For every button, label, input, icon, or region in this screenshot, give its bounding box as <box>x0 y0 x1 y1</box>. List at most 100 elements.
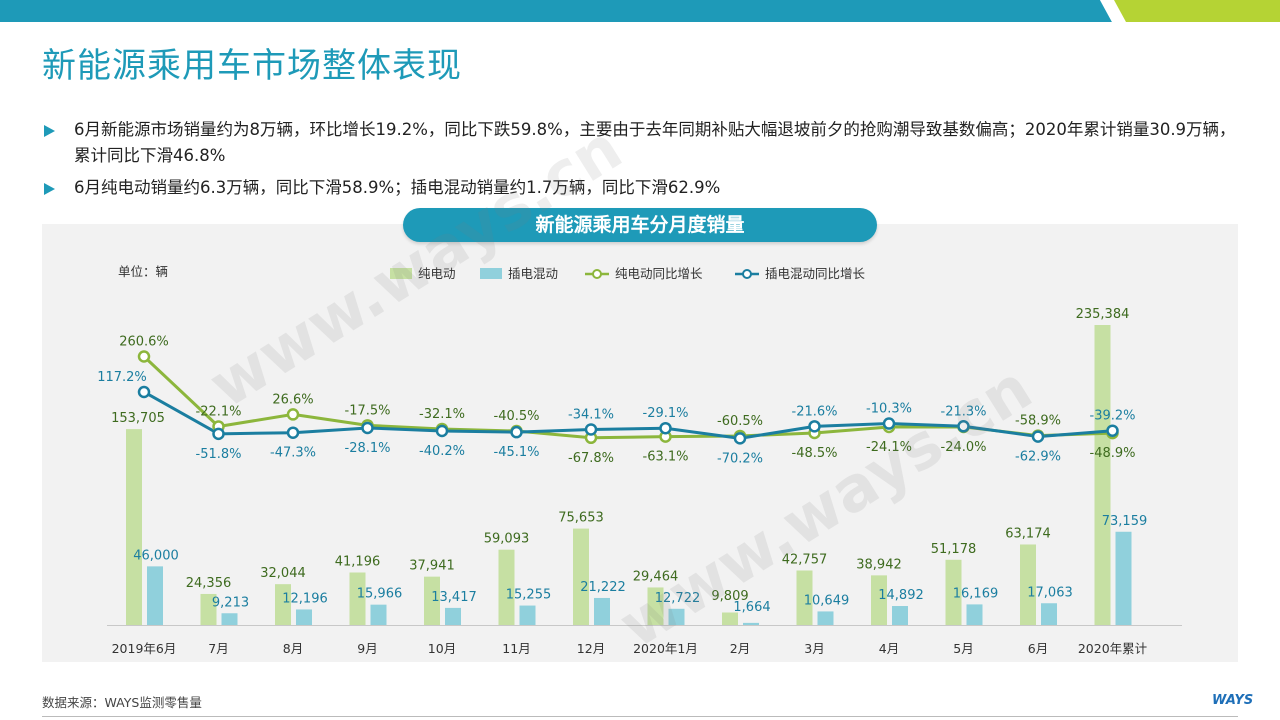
phev-growth-label: -51.8% <box>196 447 242 462</box>
phev-growth-point <box>808 420 821 433</box>
legend-swatch-0 <box>390 268 412 279</box>
bullet-text-2: 6月纯电动销量约6.3万辆，同比下滑58.9%；插电混动销量约1.7万辆，同比下… <box>74 178 721 197</box>
bev-bar <box>275 584 291 625</box>
phev-value-label: 17,063 <box>1027 585 1073 600</box>
bev-bar <box>647 587 664 625</box>
phev-growth-point <box>137 385 151 399</box>
bev-growth-label: -67.8% <box>568 451 614 466</box>
bev-bar <box>424 576 440 625</box>
bev-value-label: 29,464 <box>633 569 679 584</box>
bullet-text-1: 6月新能源市场销量约为8万辆，环比增长19.2%，同比下跌59.8%，主要由于去… <box>74 120 1236 165</box>
bev-growth-label: 260.6% <box>119 335 169 350</box>
phev-bar <box>221 613 238 625</box>
chart-panel <box>42 224 1238 662</box>
legend-label-1: 插电混动 <box>508 266 558 281</box>
phev-bar <box>966 604 983 625</box>
phev-bar <box>594 597 610 625</box>
phev-growth-label: -34.1% <box>568 407 614 422</box>
bev-value-label: 42,757 <box>782 553 828 568</box>
footer-divider <box>42 716 1238 717</box>
x-tick-label: 10月 <box>428 641 456 656</box>
phev-value-label: 15,966 <box>357 587 403 602</box>
bev-value-label: 38,942 <box>856 557 902 572</box>
bev-growth-label: -32.1% <box>419 407 465 422</box>
phev-growth-point <box>361 421 374 435</box>
legend-label-0: 纯电动 <box>418 266 456 281</box>
x-tick-label: 9月 <box>357 641 377 656</box>
phev-value-label: 9,213 <box>212 595 249 610</box>
phev-value-label: 12,722 <box>655 591 701 606</box>
legend-label-3: 插电混动同比增长 <box>765 266 866 281</box>
phev-growth-point <box>1106 424 1119 437</box>
phev-growth-point <box>957 420 970 433</box>
phev-value-label: 73,159 <box>1102 514 1148 529</box>
x-tick-label: 2020年累计 <box>1078 641 1147 656</box>
phev-value-label: 15,255 <box>506 588 552 603</box>
phev-growth-point <box>1031 430 1045 443</box>
bev-bar <box>722 612 738 625</box>
top-banner-stripe <box>0 0 1280 22</box>
bev-growth-label: -48.5% <box>792 446 838 461</box>
phev-growth-label: -70.2% <box>717 451 763 466</box>
bev-growth-label: 26.6% <box>272 392 313 407</box>
legend-marker-2 <box>592 269 602 279</box>
x-tick-label: 7月 <box>208 641 228 656</box>
phev-bar <box>296 609 312 625</box>
phev-growth-label: -21.6% <box>792 404 838 419</box>
bev-bar <box>871 575 887 625</box>
phev-value-label: 21,222 <box>580 580 626 595</box>
bev-value-label: 153,705 <box>111 411 165 426</box>
x-tick-label: 12月 <box>577 641 605 656</box>
bev-value-label: 59,093 <box>484 532 530 547</box>
phev-value-label: 12,196 <box>282 591 328 606</box>
bev-bar <box>349 572 366 625</box>
phev-growth-label: -21.3% <box>941 404 987 419</box>
legend-swatch-1 <box>480 268 502 279</box>
x-tick-label: 3月 <box>804 641 824 656</box>
phev-growth-label: -62.9% <box>1015 450 1061 465</box>
phev-growth-label: -10.3% <box>866 402 912 417</box>
bev-growth-label: -60.5% <box>717 414 763 429</box>
bev-growth-label: -58.9% <box>1015 414 1061 429</box>
phev-bar <box>370 604 387 625</box>
phev-bar <box>519 605 536 625</box>
bullet-arrow-icon <box>44 125 55 137</box>
bev-value-label: 235,384 <box>1076 307 1130 322</box>
bev-bar <box>573 528 589 625</box>
data-source-note: 数据来源：WAYS监测零售量 <box>42 695 202 710</box>
legend-label-2: 纯电动同比增长 <box>615 266 703 281</box>
bev-bar <box>796 570 813 625</box>
bev-growth-label: -24.1% <box>866 440 912 455</box>
bullet-arrow-icon <box>44 183 55 195</box>
bev-growth-point <box>286 408 300 421</box>
bev-value-label: 51,178 <box>931 542 977 557</box>
phev-value-label: 14,892 <box>878 588 924 603</box>
phev-bar <box>817 611 834 625</box>
x-tick-label: 5月 <box>953 641 973 656</box>
phev-growth-label: -28.1% <box>345 441 391 456</box>
phev-growth-point <box>286 426 300 439</box>
bev-value-label: 75,653 <box>558 511 604 526</box>
bev-bar <box>945 559 962 625</box>
bev-bar <box>1094 325 1111 625</box>
x-tick-label: 8月 <box>283 641 303 656</box>
bev-value-label: 24,356 <box>186 576 232 591</box>
phev-growth-point <box>212 427 225 441</box>
phev-growth-point <box>435 424 449 438</box>
phev-value-label: 1,664 <box>733 600 770 615</box>
phev-value-label: 10,649 <box>804 593 850 608</box>
phev-growth-label: -45.1% <box>494 445 540 460</box>
bev-bar <box>126 429 142 625</box>
phev-bar <box>1041 603 1057 625</box>
phev-growth-point <box>733 432 747 445</box>
phev-value-label: 13,417 <box>431 590 477 605</box>
phev-bar <box>668 608 685 625</box>
bev-growth-label: -22.1% <box>196 404 242 419</box>
phev-bar <box>445 607 461 625</box>
phev-value-label: 16,169 <box>953 586 999 601</box>
bev-value-label: 9,809 <box>711 589 748 604</box>
bev-bar <box>1020 544 1036 625</box>
phev-bar <box>147 566 163 625</box>
x-tick-label: 2020年1月 <box>633 641 698 656</box>
phev-growth-label: -40.2% <box>419 444 465 459</box>
